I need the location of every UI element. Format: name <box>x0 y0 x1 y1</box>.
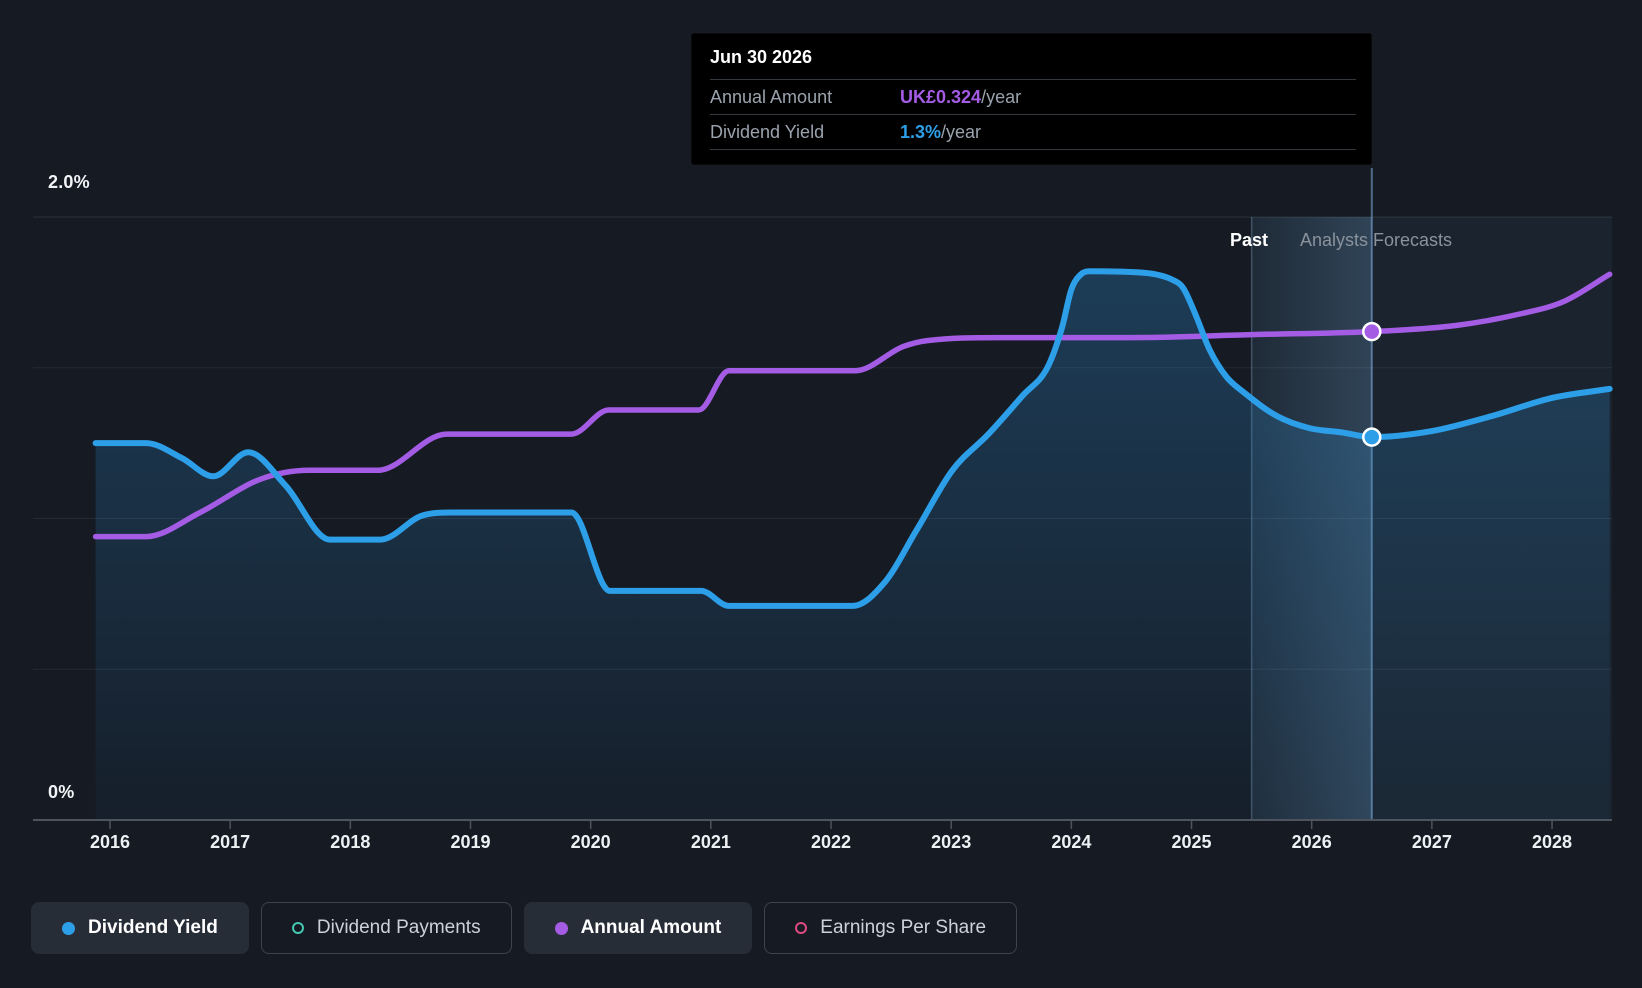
x-axis-year-label: 2028 <box>1532 832 1573 852</box>
tooltip-divider <box>710 79 1356 80</box>
x-axis-year-label: 2022 <box>810 832 852 852</box>
forecast-zone-label: Analysts Forecasts <box>1300 230 1453 250</box>
x-axis-year-label: 2025 <box>1171 832 1212 852</box>
annual-amount-line <box>92 271 1613 540</box>
x-axis-year-label: 2024 <box>1051 832 1092 852</box>
x-axis-year-label: 2027 <box>1411 832 1452 852</box>
legend-label: Dividend Yield <box>88 917 218 938</box>
x-axis-year-label: 2020 <box>570 832 611 852</box>
x-axis-year-label: 2021 <box>690 832 731 852</box>
legend-button-annual-amount[interactable]: Annual Amount <box>523 902 753 954</box>
legend: Dividend Yield Dividend Payments Annual … <box>31 902 1018 954</box>
dividend-payments-swatch-icon <box>291 922 304 934</box>
y-axis-top-label: 2.0% <box>48 172 90 192</box>
tooltip-row-suffix: /year <box>941 121 982 142</box>
legend-label: Earnings Per Share <box>820 917 987 938</box>
x-axis-year-label: 2016 <box>89 832 131 852</box>
legend-button-earnings-per-share[interactable]: Earnings Per Share <box>764 902 1018 954</box>
x-axis-year-label: 2018 <box>330 832 371 852</box>
legend-button-dividend-payments[interactable]: Dividend Payments <box>260 902 512 954</box>
tooltip-row-value: UK£0.324 <box>900 86 982 107</box>
annual-amount-swatch-icon <box>554 921 568 935</box>
tooltip-row-value: 1.3% <box>900 121 942 142</box>
x-axis-year-label: 2023 <box>931 832 972 852</box>
dividend-yield-line <box>92 268 1613 609</box>
earnings-per-share-swatch-icon <box>795 922 808 934</box>
legend-label: Annual Amount <box>580 917 722 938</box>
x-axis-year-label: 2019 <box>450 832 491 852</box>
y-axis-bottom-label: 0% <box>48 782 75 802</box>
legend-button-dividend-yield[interactable]: Dividend Yield <box>31 902 249 954</box>
dividend-yield-area-fill <box>95 271 1610 820</box>
tooltip-row-label: Annual Amount <box>710 86 833 107</box>
chart-tooltip: Jun 30 2026 Annual Amount UK£0.324 /year… <box>691 33 1372 165</box>
tooltip-date: Jun 30 2026 <box>710 47 813 67</box>
tooltip-divider <box>710 149 1356 150</box>
tooltip-row-suffix: /year <box>981 86 1022 107</box>
tooltip-row-annual-amount: Annual Amount UK£0.324 /year <box>692 80 1371 114</box>
hover-marker-annual-amount[interactable] <box>1362 321 1382 342</box>
legend-label: Dividend Payments <box>316 917 481 938</box>
past-zone-label: Past <box>1229 230 1268 250</box>
tooltip-divider <box>710 114 1356 115</box>
x-axis-year-label: 2026 <box>1291 832 1332 852</box>
tooltip-row-label: Dividend Yield <box>710 121 825 142</box>
dividend-yield-swatch-icon <box>62 921 75 935</box>
x-axis-year-label: 2017 <box>210 832 251 852</box>
hover-marker-dividend-yield[interactable] <box>1362 427 1382 447</box>
tooltip-row-dividend-yield: Dividend Yield 1.3% /year <box>692 115 1371 149</box>
